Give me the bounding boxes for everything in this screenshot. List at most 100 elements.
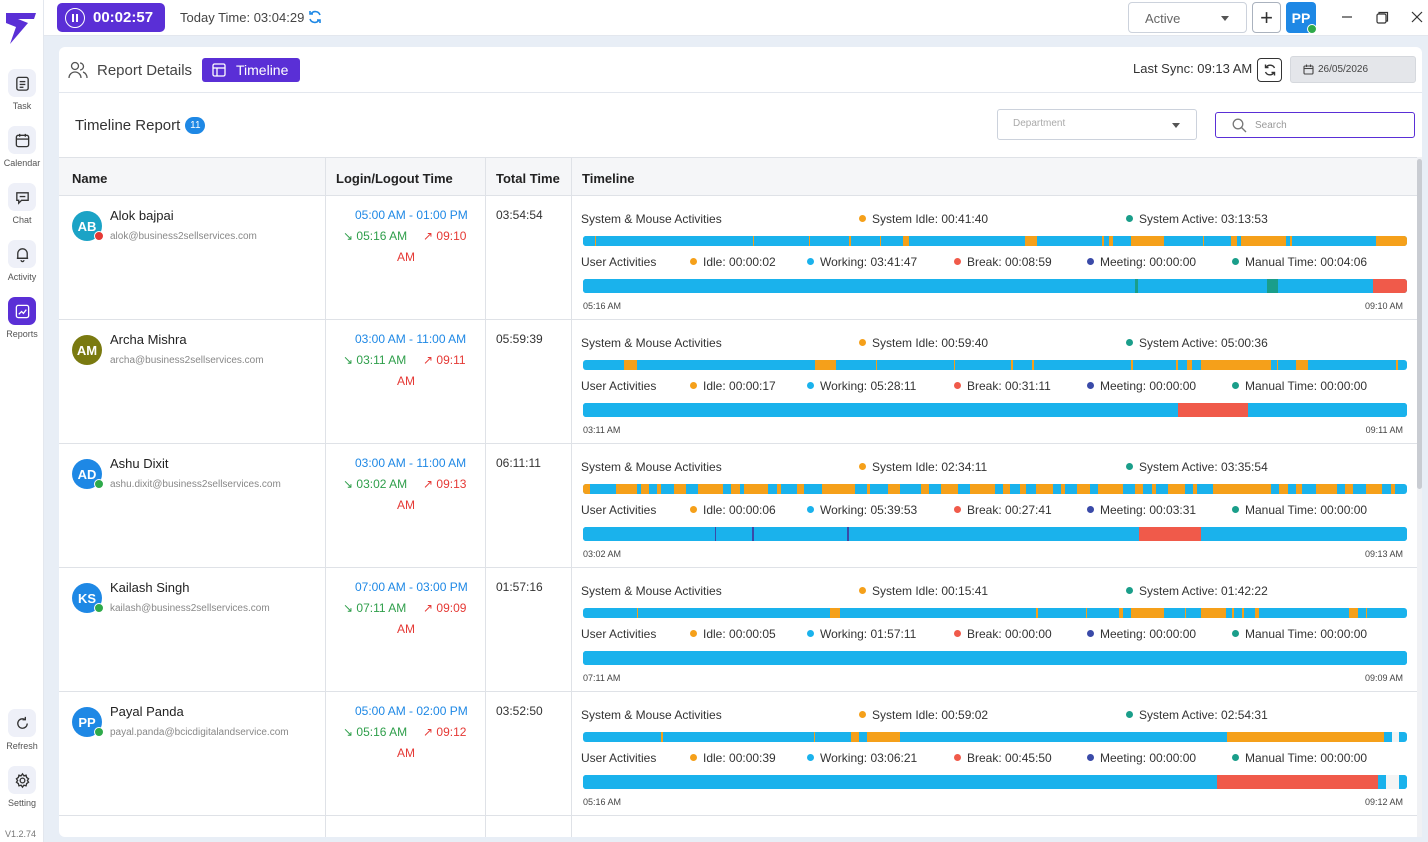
activity-segment[interactable]: [1019, 484, 1027, 494]
user-activity-bar[interactable]: [583, 651, 1407, 665]
system-activity-bar[interactable]: [583, 484, 1407, 494]
activity-segment[interactable]: [583, 527, 1407, 541]
activity-segment[interactable]: [1118, 608, 1123, 618]
activity-segment[interactable]: [640, 484, 649, 494]
activity-segment[interactable]: [1139, 527, 1201, 541]
activity-segment[interactable]: [636, 608, 639, 618]
activity-segment[interactable]: [583, 775, 1407, 789]
activity-segment[interactable]: [970, 484, 995, 494]
add-button[interactable]: +: [1252, 2, 1281, 33]
activity-segment[interactable]: [1276, 360, 1279, 370]
system-activity-bar[interactable]: [583, 236, 1407, 246]
activity-segment[interactable]: [624, 360, 637, 370]
activity-segment[interactable]: [1202, 236, 1205, 246]
report-details-tab[interactable]: Report Details: [68, 61, 192, 79]
scrollbar-thumb[interactable]: [1417, 159, 1422, 489]
table-row[interactable]: AB Alok bajpai alok@business2sellservice…: [59, 196, 1418, 320]
activity-segment[interactable]: [1390, 484, 1395, 494]
activity-segment[interactable]: [1032, 360, 1034, 370]
sync-icon[interactable]: [307, 9, 323, 25]
activity-segment[interactable]: [1085, 608, 1088, 618]
system-activity-bar[interactable]: [583, 360, 1407, 370]
activity-segment[interactable]: [1295, 484, 1303, 494]
activity-segment[interactable]: [821, 484, 855, 494]
activity-segment[interactable]: [1365, 484, 1383, 494]
activity-segment[interactable]: [1386, 775, 1399, 789]
activity-segment[interactable]: [594, 236, 597, 246]
activity-segment[interactable]: [1151, 484, 1156, 494]
refresh-sync-button[interactable]: [1257, 58, 1282, 82]
system-activity-bar[interactable]: [583, 732, 1407, 742]
activity-segment[interactable]: [1024, 236, 1038, 246]
user-activity-bar[interactable]: [583, 775, 1407, 789]
activity-segment[interactable]: [1373, 279, 1407, 293]
activity-segment[interactable]: [902, 236, 910, 246]
activity-segment[interactable]: [661, 732, 663, 742]
activity-segment[interactable]: [583, 403, 1407, 417]
activity-segment[interactable]: [1130, 360, 1133, 370]
sidebar-item-activity[interactable]: Activity: [0, 240, 44, 282]
activity-segment[interactable]: [1098, 484, 1123, 494]
activity-segment[interactable]: [849, 236, 851, 246]
activity-segment[interactable]: [1192, 484, 1197, 494]
user-activity-bar[interactable]: [583, 527, 1407, 541]
activity-segment[interactable]: [830, 608, 841, 618]
activity-segment[interactable]: [1201, 608, 1226, 618]
activity-segment[interactable]: [1060, 484, 1066, 494]
table-row[interactable]: AM Archa Mishra archa@business2sellservi…: [59, 320, 1418, 444]
activity-segment[interactable]: [846, 527, 850, 541]
activity-segment[interactable]: [714, 527, 717, 541]
activity-segment[interactable]: [1077, 484, 1090, 494]
activity-segment[interactable]: [808, 236, 811, 246]
sidebar-item-setting[interactable]: Setting: [0, 766, 44, 808]
department-select[interactable]: Department: [997, 109, 1197, 140]
activity-segment[interactable]: [583, 279, 1407, 293]
close-button[interactable]: [1405, 6, 1428, 28]
table-row[interactable]: AD Ashu Dixit ashu.dixit@business2sellse…: [59, 444, 1418, 568]
minimize-button[interactable]: [1335, 6, 1359, 28]
app-logo-icon[interactable]: [4, 10, 38, 46]
user-avatar[interactable]: PP: [1286, 2, 1317, 34]
activity-segment[interactable]: [1201, 360, 1272, 370]
activity-segment[interactable]: [1396, 360, 1398, 370]
activity-segment[interactable]: [615, 484, 637, 494]
activity-segment[interactable]: [1266, 279, 1278, 293]
activity-segment[interactable]: [1345, 484, 1354, 494]
activity-segment[interactable]: [1213, 484, 1272, 494]
activity-segment[interactable]: [1349, 608, 1358, 618]
activity-segment[interactable]: [1289, 236, 1293, 246]
activity-segment[interactable]: [1392, 732, 1399, 742]
user-activity-bar[interactable]: [583, 403, 1407, 417]
activity-segment[interactable]: [1365, 608, 1368, 618]
activity-segment[interactable]: [673, 484, 686, 494]
activity-segment[interactable]: [1177, 403, 1248, 417]
activity-segment[interactable]: [752, 236, 755, 246]
activity-segment[interactable]: [1130, 236, 1164, 246]
activity-segment[interactable]: [887, 484, 901, 494]
activity-segment[interactable]: [1186, 360, 1192, 370]
activity-segment[interactable]: [1003, 484, 1010, 494]
activity-segment[interactable]: [1036, 608, 1038, 618]
activity-segment[interactable]: [1295, 360, 1309, 370]
system-activity-bar[interactable]: [583, 608, 1407, 618]
activity-segment[interactable]: [1135, 484, 1144, 494]
activity-segment[interactable]: [875, 360, 878, 370]
activity-segment[interactable]: [1102, 236, 1104, 246]
activity-segment[interactable]: [1168, 484, 1185, 494]
user-activity-bar[interactable]: [583, 279, 1407, 293]
sidebar-item-chat[interactable]: Chat: [0, 183, 44, 225]
activity-segment[interactable]: [1316, 484, 1337, 494]
timeline-tab[interactable]: Timeline: [202, 58, 300, 82]
date-picker[interactable]: 26/05/2026: [1290, 56, 1416, 83]
sidebar-item-reports[interactable]: Reports: [0, 297, 44, 339]
activity-segment[interactable]: [1135, 279, 1138, 293]
activity-segment[interactable]: [1254, 608, 1259, 618]
activity-segment[interactable]: [583, 651, 1407, 665]
activity-segment[interactable]: [867, 732, 901, 742]
activity-segment[interactable]: [813, 732, 816, 742]
activity-segment[interactable]: [850, 732, 860, 742]
activity-segment[interactable]: [731, 484, 740, 494]
status-select[interactable]: Active: [1128, 2, 1247, 33]
activity-segment[interactable]: [1279, 484, 1288, 494]
activity-segment[interactable]: [1230, 236, 1238, 246]
